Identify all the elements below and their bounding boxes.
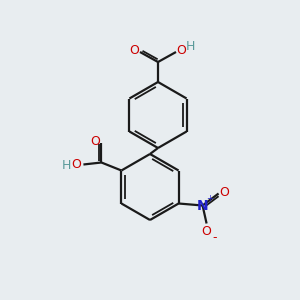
Text: +: + <box>206 194 213 203</box>
Text: N: N <box>197 199 208 212</box>
Text: O: O <box>176 44 186 58</box>
Text: H: H <box>185 40 195 53</box>
Text: O: O <box>91 135 100 148</box>
Text: O: O <box>129 44 139 58</box>
Text: -: - <box>212 231 217 244</box>
Text: O: O <box>71 158 81 171</box>
Text: O: O <box>220 186 230 199</box>
Text: H: H <box>62 159 71 172</box>
Text: O: O <box>202 225 212 238</box>
